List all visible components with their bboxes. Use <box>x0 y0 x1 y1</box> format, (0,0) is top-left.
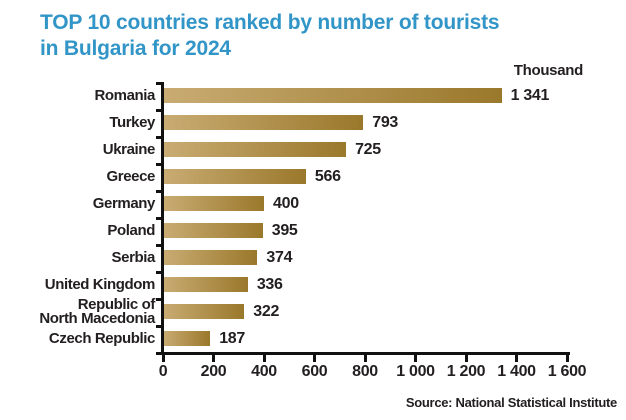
x-axis <box>161 352 570 355</box>
x-axis-tick <box>161 355 165 362</box>
bar <box>163 169 306 184</box>
x-axis-tick-label: 1 200 <box>446 363 486 380</box>
bar <box>163 223 263 238</box>
unit-label: Thousand <box>513 62 584 79</box>
value-label: 336 <box>256 275 283 293</box>
value-label: 725 <box>355 140 381 158</box>
chart-rows: Romania 1 341 Turkey 793 Ukraine 725 Greece 566… <box>0 82 626 352</box>
category-label: Romania <box>94 86 155 104</box>
x-axis-tick-label: 400 <box>251 363 277 380</box>
category-label: United Kingdom <box>44 275 156 293</box>
x-axis-tick-label: 800 <box>352 363 378 380</box>
x-axis-tick-label: 1 400 <box>497 363 536 380</box>
y-axis-tick <box>156 271 164 274</box>
x-axis-tick-label: 600 <box>301 363 328 380</box>
value-label: 374 <box>266 248 293 266</box>
chart-title-line1: TOP 10 countries ranked by number of tou… <box>40 11 500 34</box>
x-axis-tick <box>363 355 367 362</box>
value-label: 322 <box>253 302 280 320</box>
category-label: Republic of North Macedonia <box>39 295 155 327</box>
y-axis-tick <box>156 352 164 355</box>
chart-row: Republic of North Macedonia 322 <box>0 295 626 327</box>
y-axis-tick <box>156 163 164 166</box>
category-label: Czech Republic <box>48 329 155 347</box>
value-label: 1 341 <box>510 86 550 104</box>
bar <box>163 277 248 292</box>
chart-title-line2: in Bulgaria for 2024 <box>40 37 231 60</box>
category-label: Turkey <box>109 113 155 131</box>
source-note: Source: National Statistical Institute <box>405 395 617 410</box>
chart-row: Poland 395 <box>0 217 626 244</box>
y-axis-tick <box>156 325 164 328</box>
category-label: Serbia <box>111 248 156 266</box>
value-label: 395 <box>271 221 298 239</box>
category-label: Germany <box>92 194 156 212</box>
chart-row: Ukraine 725 <box>0 136 626 163</box>
x-axis-tick <box>313 355 316 362</box>
y-axis-tick <box>156 217 164 220</box>
chart-row: Czech Republic 187 <box>0 325 626 352</box>
y-axis-tick <box>156 244 164 247</box>
y-axis-tick <box>156 109 164 112</box>
chart-title: TOP 10 countries ranked by number of tou… <box>40 10 500 62</box>
chart-row: Turkey 793 <box>0 109 626 136</box>
value-label: 187 <box>219 329 245 347</box>
y-axis <box>156 82 164 355</box>
x-axis-tick-label: 0 <box>158 363 168 380</box>
chart-row: Germany 400 <box>0 190 626 217</box>
category-label: Greece <box>106 167 156 185</box>
bar <box>163 196 264 211</box>
x-axis-tick <box>414 355 417 362</box>
category-label: Poland <box>107 221 155 239</box>
category-label: Ukraine <box>102 140 156 158</box>
bar <box>163 115 364 130</box>
bar <box>163 88 502 103</box>
bar <box>163 250 258 265</box>
bar <box>163 331 211 346</box>
chart-row: United Kingdom 336 <box>0 271 626 298</box>
chart-row: Romania 1 341 <box>0 82 626 109</box>
value-label: 400 <box>273 194 299 212</box>
x-axis-tick-label: 200 <box>200 363 227 380</box>
chart-row: Greece 566 <box>0 163 626 190</box>
x-axis-tick <box>464 355 468 362</box>
x-axis-tick <box>565 355 569 362</box>
x-axis-tick <box>262 355 266 362</box>
bar <box>163 142 347 157</box>
x-axis-tick-label: 1 600 <box>547 363 587 380</box>
value-label: 793 <box>372 113 399 131</box>
y-axis-tick <box>156 136 164 139</box>
bar <box>163 304 245 319</box>
x-axis-tick <box>515 355 518 362</box>
value-label: 566 <box>314 167 341 185</box>
x-axis-tick <box>212 355 215 362</box>
chart-row: Serbia 374 <box>0 244 626 271</box>
y-axis-tick <box>156 190 164 193</box>
y-axis-tick <box>156 82 164 85</box>
y-axis-tick <box>156 298 164 301</box>
x-axis-tick-label: 1 000 <box>396 363 435 380</box>
